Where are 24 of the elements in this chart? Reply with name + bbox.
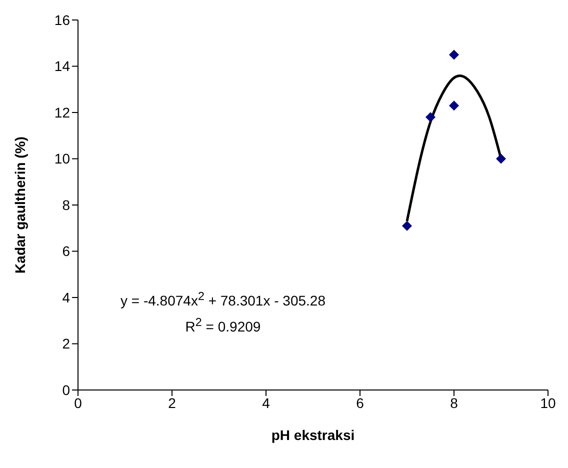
x-tick-label: 4 <box>262 394 270 411</box>
y-tick-label: 14 <box>54 58 70 74</box>
y-tick-label: 0 <box>62 382 70 398</box>
x-tick-label: 2 <box>168 394 176 411</box>
y-tick-label: 4 <box>62 289 70 306</box>
y-tick-label: 8 <box>62 196 70 213</box>
x-axis-title: pH ekstraksi <box>271 427 355 443</box>
x-tick-label: 8 <box>450 394 458 411</box>
y-axis-title: Kadar gaultherin (%) <box>12 136 28 274</box>
annotation: R$^{2}$ = 0.9209 <box>184 314 262 336</box>
y-tick-label: 6 <box>62 243 70 260</box>
point <box>449 100 459 111</box>
x-tick-label: 10 <box>540 394 556 411</box>
point <box>402 220 412 231</box>
y-tick-label: 2 <box>62 336 70 352</box>
x-tick-label: 6 <box>356 394 364 411</box>
y-tick-label: 12 <box>54 104 70 120</box>
y-tick-label: 16 <box>54 12 70 28</box>
point <box>426 112 436 122</box>
point <box>449 50 459 60</box>
y-tick-label: 10 <box>54 150 70 167</box>
x-tick-label: 0 <box>74 394 82 411</box>
annotation: y = -4.8074x$^{2}$ + 78.301x - 305.28 <box>120 289 326 311</box>
point <box>496 154 506 164</box>
